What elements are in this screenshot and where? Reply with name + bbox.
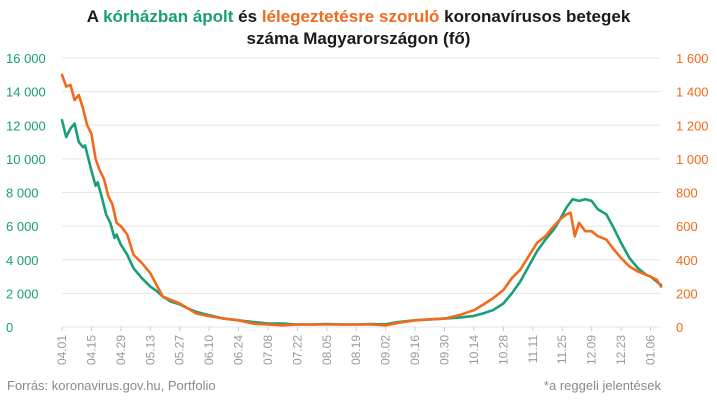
right-tick-label: 600 [676,219,698,234]
right-tick-label: 1 400 [676,85,709,100]
x-tick-label: 09.30 [438,335,452,365]
x-tick-label: 12.09 [585,335,599,365]
left-tick-label: 8 000 [6,186,39,201]
x-tick-label: 04.29 [114,335,128,365]
right-tick-label: 1 600 [676,51,709,66]
left-tick-label: 2 000 [6,286,39,301]
left-tick-label: 12 000 [6,118,46,133]
right-tick-label: 1 200 [676,118,709,133]
x-tick-label: 01.06 [643,335,657,365]
x-tick-label: 05.27 [173,335,187,365]
left-tick-label: 16 000 [6,51,46,66]
title-part-2: és [233,7,262,26]
footnote: *a reggeli jelentések [543,378,661,393]
right-tick-label: 400 [676,253,698,268]
x-tick-label: 09.16 [408,335,422,365]
right-tick-label: 800 [676,186,698,201]
title-ventilated-label: lélegeztetésre szoruló [261,7,440,26]
left-axis: 0 2 000 4 000 6 000 8 000 10 000 12 000 14 000 1… [6,51,46,335]
x-tick-label: 06.10 [202,335,216,365]
title-part-3: koronavírusos betegek [439,7,631,26]
x-tick-label: 11.25 [555,335,569,364]
right-tick-label: 200 [676,286,698,301]
x-tick-label: 04.01 [55,335,69,365]
title-part-1: A [86,7,104,26]
source-note: Forrás: koronavirus.gov.hu, Portfolio [7,378,216,393]
left-tick-label: 10 000 [6,152,46,167]
x-tick-label: 04.15 [84,335,98,365]
left-tick-label: 14 000 [6,85,46,100]
title-line-2: száma Magyarországon (fő) [246,29,471,48]
x-tick-label: 05.13 [143,335,157,365]
x-tick-label: 12.23 [614,335,628,365]
x-tick-label: 09.02 [379,335,393,365]
chart-title: A kórházban ápolt és lélegeztetésre szor… [0,6,717,50]
x-tick-label: 08.05 [320,335,334,365]
right-axis: 0 200 400 600 800 1 000 1 200 1 400 1 600 [676,51,709,335]
title-hospitalized-label: kórházban ápolt [103,7,234,26]
x-tick-label: 11.11 [526,335,540,364]
x-tick-label: 06.24 [232,335,246,365]
left-tick-label: 6 000 [6,219,39,234]
series-lines [60,73,663,327]
x-axis: 04.01 04.15 04.29 05.13 05.27 06.10 06.24 07.08… [55,327,657,365]
x-tick-label: 07.08 [261,335,275,365]
x-tick-label: 10.14 [467,335,481,365]
x-tick-label: 07.22 [290,335,304,365]
title-line-1: A kórházban ápolt és lélegeztetésre szor… [0,6,717,28]
x-tick-label: 08.19 [349,335,363,365]
x-tick-label: 10.28 [496,335,510,365]
right-tick-label: 1 000 [676,152,709,167]
right-tick-label: 0 [676,320,683,335]
left-tick-label: 0 [6,320,13,335]
left-tick-label: 4 000 [6,253,39,268]
ventilated-series-line [60,73,663,327]
